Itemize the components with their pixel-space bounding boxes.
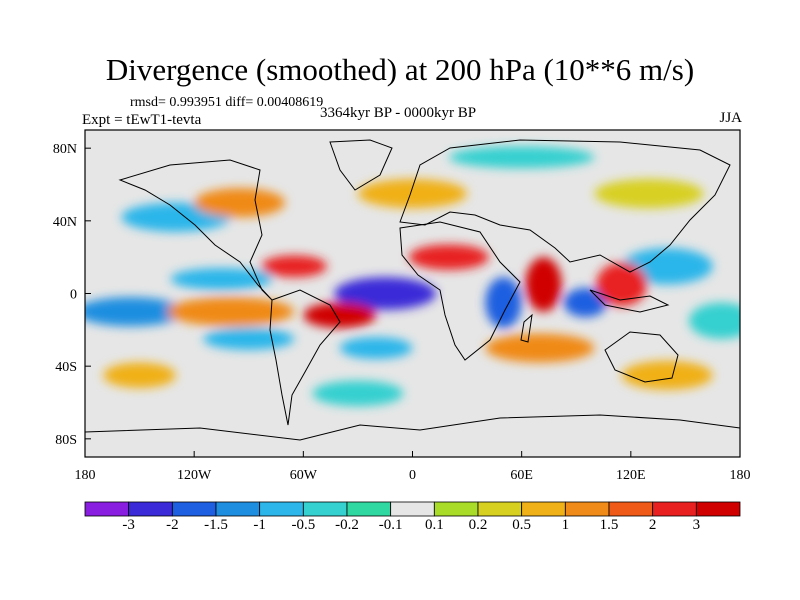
divergence-field [85,146,740,407]
colorbar-swatch [695,501,741,517]
field-anomaly-19 [357,179,468,209]
lon-tick-label: 0 [409,468,416,483]
field-anomaly-24 [448,146,595,169]
field-anomaly-4 [85,297,186,327]
field-anomaly-5 [203,328,295,350]
colorbar-label: 0.1 [424,517,444,533]
field-anomaly-20 [103,362,176,388]
colorbar-swatch [608,501,654,517]
lat-tick-label: 40N [53,215,77,230]
field-anomaly-10 [689,302,740,339]
season-label: JJA [719,110,742,126]
field-anomaly-3 [563,288,608,318]
colorbar-label: 0.5 [512,517,532,533]
colorbar-label: -0.1 [378,517,403,533]
lon-tick-label: 180 [75,468,96,483]
coastlines [85,139,740,441]
colorbar-label: -0.5 [291,517,316,533]
colorbar-label: -1.5 [204,517,228,533]
colorbar-swatch [215,501,261,517]
coast-north-america [118,159,273,301]
period-label: 3364kyr BP - 0000kyr BP [320,105,477,121]
latitude-axis: 80N 40N 0 40S 80S [53,142,91,448]
field-anomaly-11 [303,302,377,329]
field-anomaly-14 [596,262,648,307]
colorbar-swatch [302,501,348,517]
coast-eurasia [399,139,731,273]
colorbar-label: -2 [166,517,179,533]
field-anomaly-17 [485,333,595,363]
colorbar-swatch [521,501,566,517]
coast-south-america [269,289,341,426]
longitude-axis: 180 120W 60W 0 60E 120E 180 [75,451,751,483]
colorbar-swatch [564,501,610,517]
colorbar-swatch [84,501,130,517]
lat-tick-label: 40S [55,360,77,375]
field-anomaly-15 [261,255,327,278]
field-anomaly-23 [312,380,404,407]
colorbar-swatch [390,501,435,517]
field-anomaly-1 [356,284,415,303]
colorbar-label: 2 [648,517,657,533]
coast-madagascar [520,313,533,343]
coast-africa [399,221,521,361]
colorbar-swatch [477,501,523,517]
coast-australia [604,331,679,383]
stats-text: rmsd= 0.993951 diff= 0.00408619 [130,95,324,110]
colorbar-label: 3 [692,517,701,533]
colorbar [84,501,741,517]
colorbar-label: -0.2 [335,517,359,533]
lon-tick-label: 60E [510,468,533,483]
field-anomaly-2 [485,277,522,329]
colorbar-label: -1 [253,517,266,533]
lon-tick-label: 120W [177,468,212,483]
experiment-label: Expt = tEwT1-tevta [82,112,202,128]
lat-tick-label: 80N [53,142,77,157]
coast-antarctica [85,414,740,441]
lon-tick-label: 120E [616,468,646,483]
colorbar-label: 0.2 [468,517,488,533]
colorbar-label: 1 [561,517,570,533]
colorbar-swatch [128,501,173,517]
lon-tick-label: 180 [730,468,751,483]
lat-tick-label: 0 [70,288,77,303]
field-anomaly-12 [408,244,489,270]
colorbar-swatch [171,501,217,517]
field-anomaly-16 [166,297,295,327]
lon-tick-label: 60W [290,468,318,483]
coast-greenland [329,139,393,191]
page-title: Divergence (smoothed) at 200 hPa (10**6 … [105,52,695,87]
lat-tick-label: 80S [55,433,77,448]
field-anomaly-6 [170,268,273,290]
field-anomaly-9 [339,337,413,359]
coast-indonesia [589,289,670,313]
field-anomaly-18 [194,188,286,218]
colorbar-label: 1.5 [599,517,619,533]
colorbar-swatch [259,501,304,517]
colorbar-swatch [652,501,697,517]
colorbar-swatch [346,501,392,517]
field-anomaly-22 [594,179,704,209]
colorbar-label: -3 [122,517,135,533]
field-anomaly-21 [621,360,713,390]
colorbar-swatch [433,501,479,517]
field-anomaly-13 [525,257,562,312]
